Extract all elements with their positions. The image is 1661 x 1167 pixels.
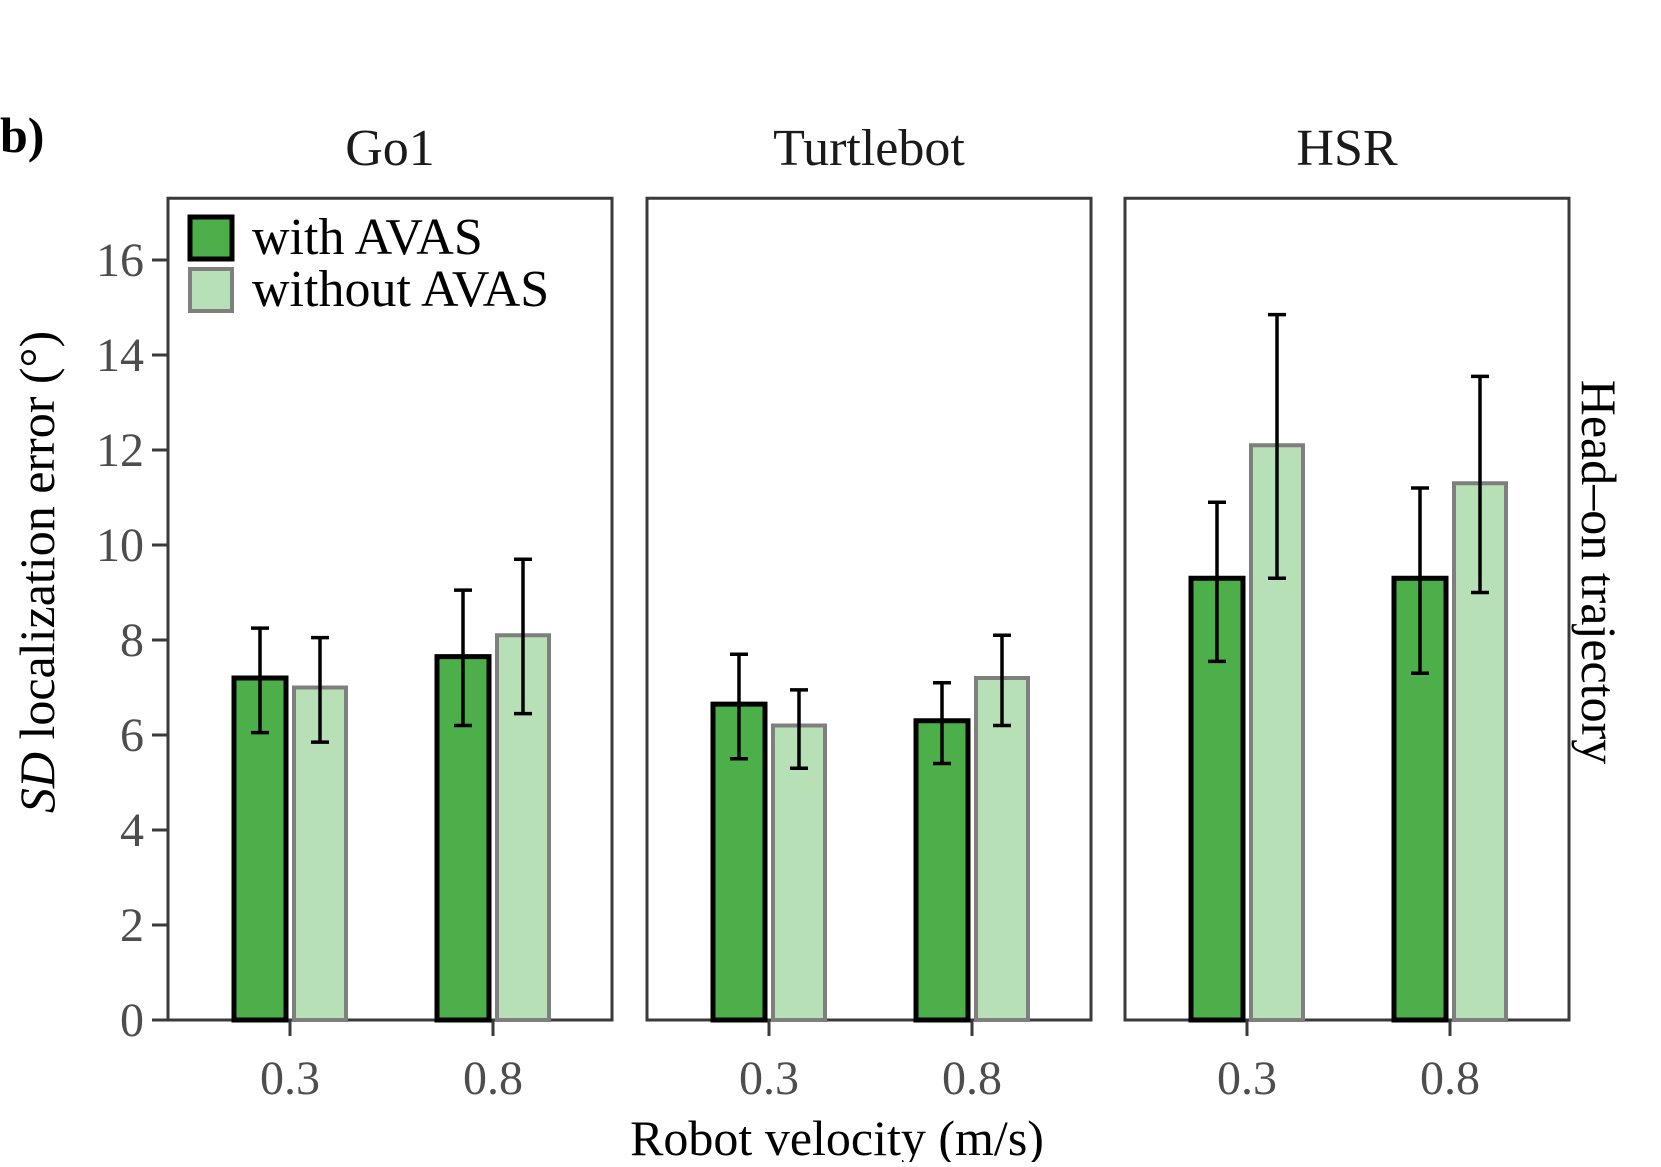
x-tick-label: 0.3 xyxy=(1217,1052,1277,1105)
bar-without-avas xyxy=(974,676,1030,1022)
y-tick-label: 0 xyxy=(120,994,144,1047)
facet-panel-hsr: HSR 0.3 0.8 xyxy=(1123,120,1571,1105)
y-tick-label: 8 xyxy=(120,614,144,667)
error-bar xyxy=(1268,312,1286,580)
error-bar xyxy=(730,652,748,761)
error-bar xyxy=(790,688,808,770)
error-bar xyxy=(993,633,1011,728)
legend-swatch-with-avas xyxy=(187,214,235,262)
facet-title: Go1 xyxy=(345,120,435,177)
y-axis-title: SD localization error (°) xyxy=(9,331,65,813)
y-tick-label: 16 xyxy=(96,234,144,287)
error-bar xyxy=(514,557,532,716)
panel-tag: b) xyxy=(0,107,44,163)
bar-without-avas xyxy=(495,633,551,1022)
x-tick-label: 0.8 xyxy=(1420,1052,1480,1105)
y-tick-label: 12 xyxy=(96,424,144,477)
row-label: Head–on trajectory xyxy=(1571,380,1627,765)
y-axis: 0 2 4 6 8 10 12 14 16 xyxy=(96,234,168,1047)
y-tick-label: 6 xyxy=(120,709,144,762)
x-tick-label: 0.8 xyxy=(463,1052,523,1105)
x-axis-title: Robot velocity (m/s) xyxy=(630,1110,1044,1162)
error-bar xyxy=(933,681,951,766)
error-bar xyxy=(251,626,269,735)
facet-panel-turtlebot: Turtlebot 0.3 0.8 xyxy=(645,120,1093,1105)
y-tick-label: 10 xyxy=(96,519,144,572)
y-tick-label: 2 xyxy=(120,899,144,952)
y-tick-label: 4 xyxy=(120,804,144,857)
y-axis-title-rest: localization error (°) xyxy=(9,331,65,752)
bar-with-avas xyxy=(1188,575,1246,1023)
error-bar xyxy=(1208,500,1226,664)
y-tick-label: 14 xyxy=(96,329,144,382)
legend-label: without AVAS xyxy=(252,261,549,318)
y-axis-title-italic: SD xyxy=(9,752,65,813)
legend-label: with AVAS xyxy=(252,209,483,266)
facet-title: HSR xyxy=(1296,120,1397,177)
x-tick-label: 0.3 xyxy=(260,1052,320,1105)
x-tick-label: 0.3 xyxy=(739,1052,799,1105)
x-tick-label: 0.8 xyxy=(942,1052,1002,1105)
error-bar xyxy=(1411,486,1429,675)
bar-without-avas xyxy=(771,723,827,1022)
facet-title: Turtlebot xyxy=(773,120,965,177)
bar-with-avas xyxy=(434,654,492,1023)
error-bar xyxy=(1471,374,1489,595)
bar-with-avas xyxy=(231,675,289,1023)
error-bar xyxy=(454,588,472,728)
bar-with-avas xyxy=(913,718,971,1023)
legend-swatch-without-avas xyxy=(188,267,234,313)
error-bar xyxy=(311,635,329,744)
